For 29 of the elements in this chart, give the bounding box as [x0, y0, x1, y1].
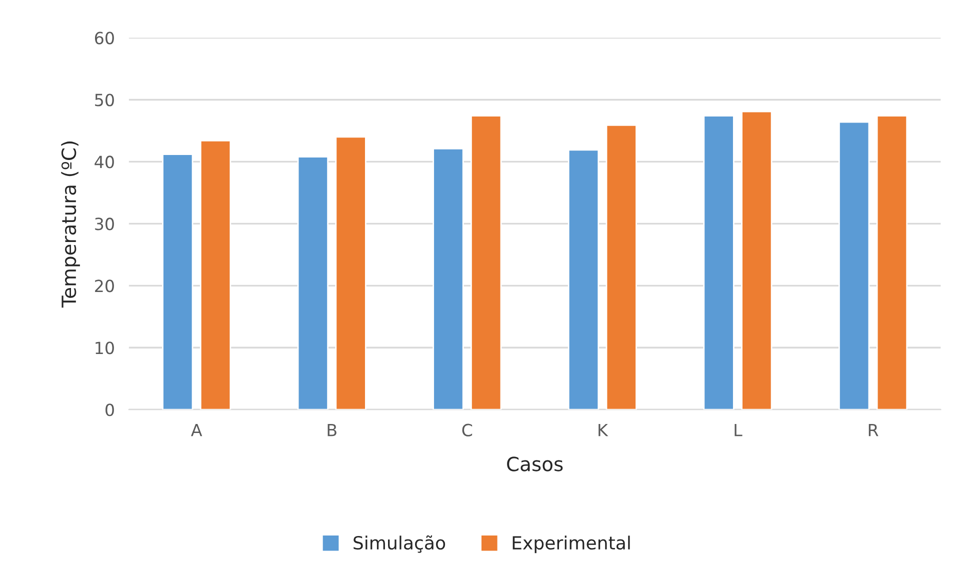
y-tick-label: 0: [106, 404, 114, 416]
legend-label: Simulação: [354, 535, 446, 553]
y-tick-label: 40: [94, 156, 114, 168]
bar: [470, 115, 502, 410]
x-tick-label: R: [868, 424, 878, 436]
bar: [741, 110, 772, 410]
y-axis-title: Temperatura (ºC): [61, 142, 80, 308]
y-tick-label: 60: [94, 32, 114, 44]
y-tick-label: 30: [95, 218, 114, 230]
bar: [568, 149, 600, 410]
legend-label: Experimental: [512, 536, 630, 554]
bar: [838, 121, 870, 410]
x-tick-label: K: [598, 424, 608, 436]
bar: [876, 115, 908, 410]
bar: [162, 154, 194, 410]
bar: [606, 124, 637, 410]
y-tick-label: 50: [95, 94, 114, 106]
bar: [432, 148, 464, 410]
bar: [335, 136, 366, 410]
y-tick-label: 20: [95, 280, 114, 292]
x-tick-label: A: [191, 424, 202, 436]
bar: [703, 115, 734, 410]
x-axis-title: Casos: [507, 456, 563, 472]
x-tick-label: B: [328, 424, 336, 436]
bar: [200, 140, 232, 410]
bar: [297, 156, 328, 410]
y-tick-label: 10: [96, 342, 114, 354]
x-tick-label: C: [462, 424, 472, 436]
x-tick-label: L: [734, 424, 742, 436]
